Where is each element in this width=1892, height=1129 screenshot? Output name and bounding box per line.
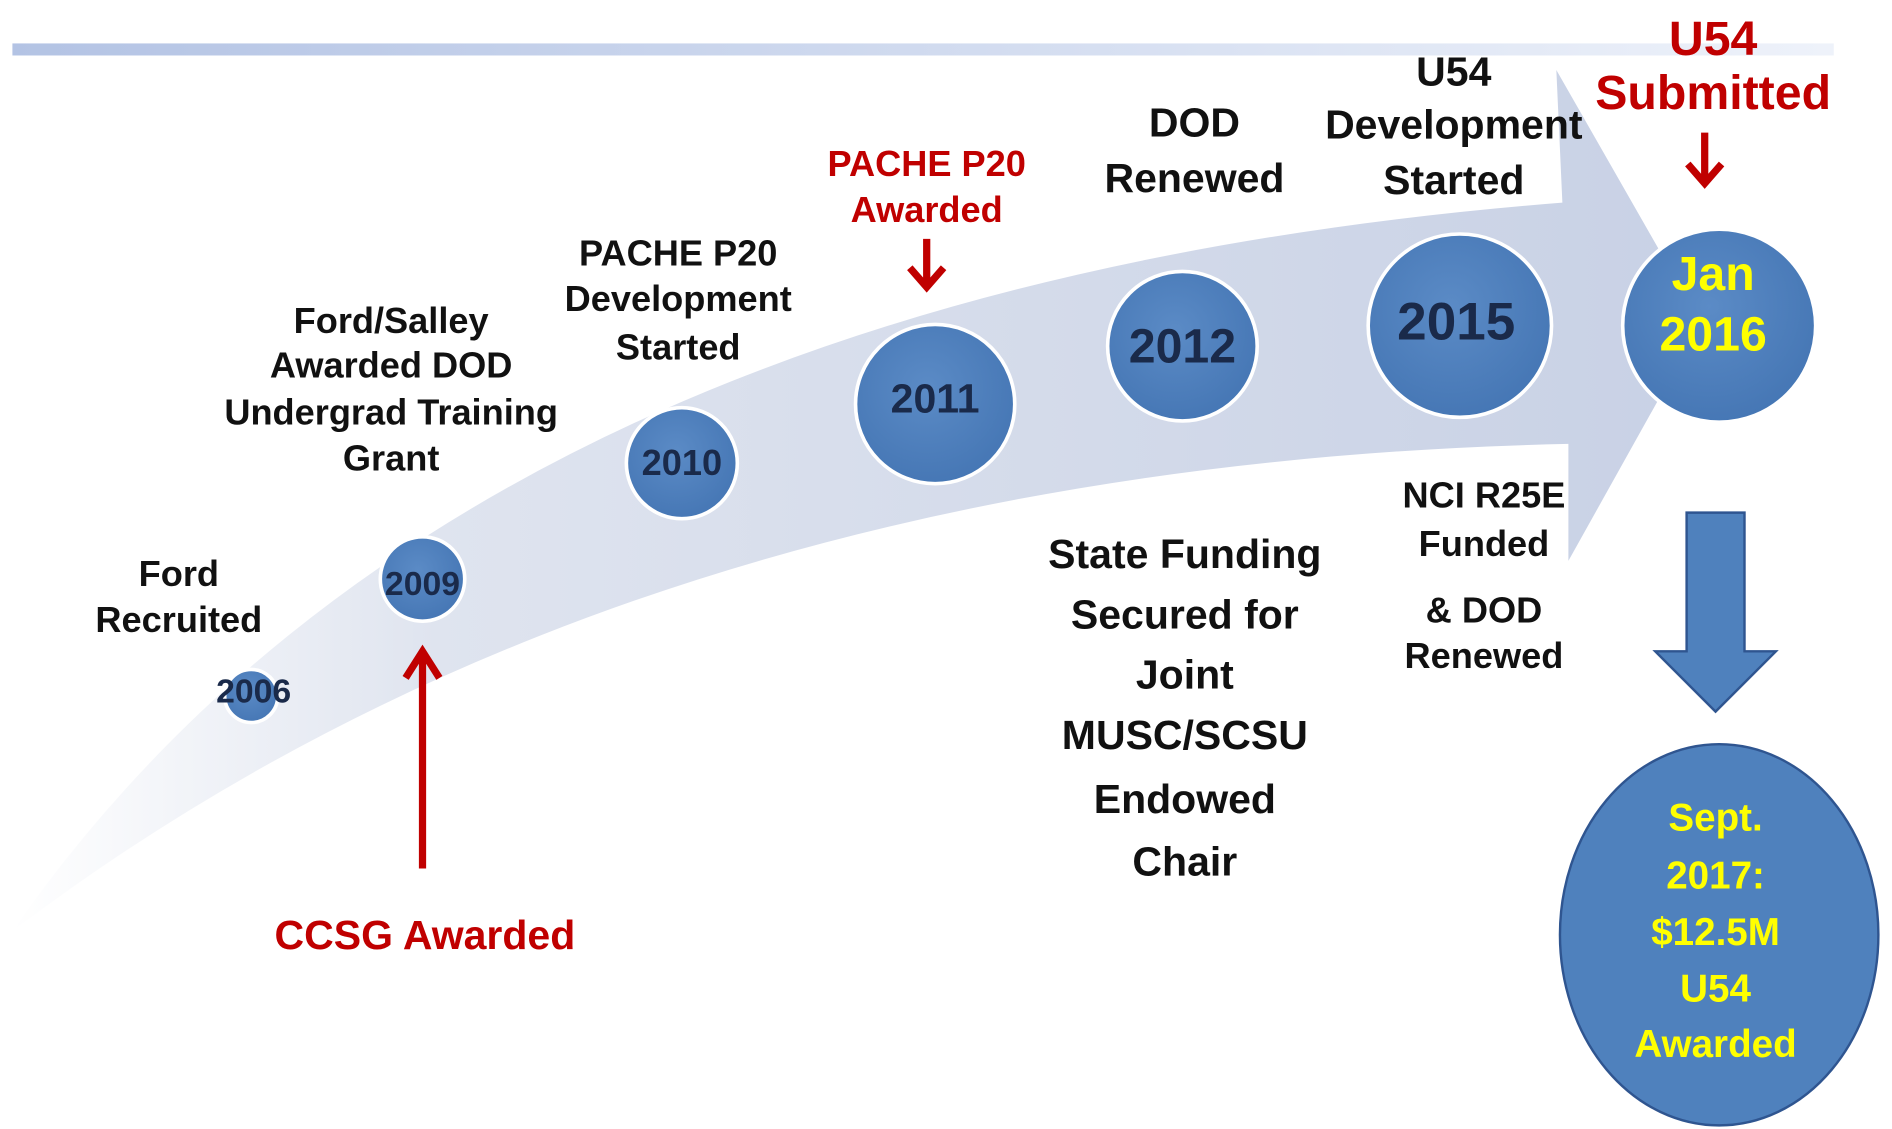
milestone-label: PACHE P20 bbox=[828, 143, 1026, 184]
year-circles bbox=[222, 227, 1818, 725]
red-arrows bbox=[402, 132, 1725, 869]
up-arrow bbox=[402, 644, 443, 869]
year-circle bbox=[853, 322, 1017, 486]
milestone-label: Funded bbox=[1419, 523, 1550, 564]
year-label: 2011 bbox=[891, 375, 980, 421]
milestone-label: MUSC/SCSU bbox=[1062, 712, 1308, 758]
year-circle bbox=[1105, 269, 1260, 423]
year-circle bbox=[624, 405, 740, 521]
milestone-label: U54 bbox=[1669, 12, 1758, 66]
outcome-label: U54 bbox=[1680, 968, 1751, 1011]
milestone-label: Undergrad Training bbox=[224, 391, 558, 432]
milestone-label: Submitted bbox=[1595, 66, 1831, 120]
milestone-label: Awarded bbox=[851, 189, 1003, 230]
outcome-label: 2017: bbox=[1666, 854, 1765, 897]
milestone-label: Awarded DOD bbox=[270, 344, 513, 385]
milestone-label: Ford bbox=[139, 553, 219, 594]
year-label: 2016 bbox=[1659, 307, 1766, 361]
milestone-label: State Funding bbox=[1048, 531, 1321, 577]
year-circle bbox=[1620, 227, 1818, 424]
milestone-label: Renewed bbox=[1405, 635, 1564, 676]
timeline-arrow bbox=[12, 69, 1702, 932]
milestone-label: NCI R25E bbox=[1403, 475, 1566, 516]
milestone-label: DOD bbox=[1149, 99, 1240, 145]
outcome-label: Sept. bbox=[1668, 796, 1762, 839]
header-bar bbox=[12, 43, 1834, 56]
milestone-label: Started bbox=[616, 326, 741, 367]
year-circle bbox=[222, 667, 280, 725]
year-label: 2012 bbox=[1129, 320, 1236, 374]
down-arrow-small bbox=[1685, 132, 1725, 189]
milestone-label: CCSG Awarded bbox=[275, 912, 576, 958]
outcome-label: Awarded bbox=[1634, 1023, 1796, 1066]
milestone-label: & DOD bbox=[1426, 589, 1543, 630]
milestone-label: Grant bbox=[343, 437, 439, 478]
milestone-label: Renewed bbox=[1104, 155, 1284, 201]
year-circle bbox=[1366, 232, 1554, 420]
outcome-circle bbox=[1558, 743, 1880, 1127]
down-arrow bbox=[1652, 511, 1779, 714]
milestone-label: PACHE P20 bbox=[579, 232, 777, 273]
milestone-label: Development bbox=[565, 278, 792, 319]
milestone-label: Ford/Salley bbox=[294, 300, 489, 341]
milestone-label: Secured for bbox=[1071, 591, 1299, 637]
milestone-label: Joint bbox=[1136, 652, 1234, 698]
year-label: Jan bbox=[1672, 247, 1755, 301]
outcome-label: $12.5M bbox=[1651, 911, 1780, 954]
year-label: 2010 bbox=[642, 442, 722, 483]
down-arrow-small bbox=[907, 238, 947, 293]
year-label: 2015 bbox=[1397, 293, 1515, 352]
milestone-label: Development bbox=[1325, 102, 1583, 148]
milestone-label: Chair bbox=[1132, 839, 1237, 885]
year-label: 2006 bbox=[216, 672, 291, 710]
milestone-label: U54 bbox=[1416, 49, 1491, 95]
milestone-label: Recruited bbox=[95, 599, 262, 640]
year-circle bbox=[378, 534, 467, 624]
year-label: 2009 bbox=[385, 565, 460, 603]
milestone-label: Endowed bbox=[1094, 776, 1276, 822]
milestone-label: Started bbox=[1383, 157, 1524, 203]
